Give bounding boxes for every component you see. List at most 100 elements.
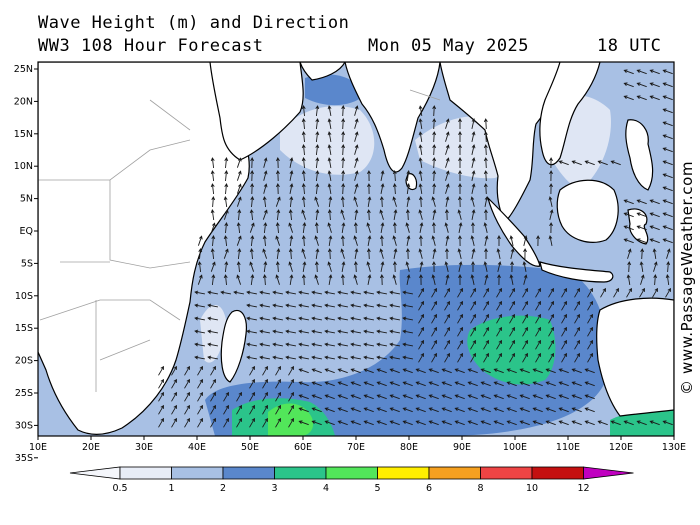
wave-arrow (184, 365, 190, 376)
wave-arrow (324, 303, 335, 308)
legend-bin (222, 466, 275, 480)
wave-arrow (402, 420, 413, 426)
wave-arrow (366, 261, 371, 272)
wave-arrow (324, 368, 335, 374)
wave-arrow (653, 261, 658, 272)
wave-arrow (549, 209, 554, 221)
wave-arrow (223, 417, 229, 428)
wave-arrow (653, 274, 658, 286)
wave-arrow (259, 329, 270, 334)
wave-arrow (236, 196, 242, 207)
wave-arrow (275, 261, 280, 273)
wave-arrow (224, 170, 229, 182)
wave-arrow (483, 118, 488, 130)
wave-arrow (194, 303, 205, 308)
wave-arrow (389, 303, 400, 308)
wave-arrow (353, 196, 358, 207)
wave-arrow (311, 368, 322, 374)
wave-arrow (665, 274, 670, 286)
wave-arrow (262, 248, 268, 259)
wave-arrow (445, 196, 450, 207)
wave-arrow (249, 261, 255, 272)
forecast-time: 18 UTC (597, 36, 662, 56)
wave-arrow (327, 261, 332, 272)
wave-arrow (315, 209, 320, 221)
wave-arrow (392, 183, 397, 195)
wave-arrow (236, 404, 242, 415)
wave-arrow (311, 381, 322, 387)
wave-arrow (549, 170, 553, 182)
wave-arrow (519, 381, 530, 387)
wave-arrow (561, 287, 567, 298)
wave-arrow (275, 222, 280, 234)
wave-arrow (354, 209, 359, 220)
wave-arrow (337, 290, 348, 295)
wave-arrow (198, 248, 203, 260)
wave-arrow (623, 238, 634, 244)
wave-arrow (662, 134, 673, 140)
wave-arrow (223, 235, 228, 247)
wave-arrow (158, 404, 164, 415)
wave-arrow (510, 248, 515, 260)
wave-arrow (405, 222, 410, 233)
wave-arrow (558, 394, 569, 400)
wave-arrow (458, 170, 462, 181)
wave-arrow (519, 394, 530, 400)
wave-arrow (406, 183, 411, 195)
wave-arrow (328, 235, 333, 246)
zone-2-3-arabian (305, 74, 365, 106)
wave-arrow (454, 381, 465, 387)
wave-arrow (380, 261, 385, 272)
wave-arrow (623, 82, 634, 88)
wave-arrow (587, 313, 593, 324)
wave-arrow (354, 105, 359, 116)
wave-arrow (584, 407, 595, 413)
zone-4-5-south (268, 403, 314, 436)
wave-arrow (418, 248, 423, 259)
wave-arrow (571, 394, 582, 400)
wave-arrow (470, 313, 476, 324)
wave-arrow (509, 300, 515, 311)
wave-arrow (366, 209, 371, 221)
wave-arrow (558, 368, 569, 374)
wave-arrow (197, 274, 203, 285)
wave-arrow (649, 238, 660, 244)
wave-arrow (246, 342, 257, 347)
forecast-date: Mon 05 May 2025 (368, 36, 530, 56)
wave-arrow (210, 261, 216, 272)
wave-arrow (535, 339, 541, 350)
wave-arrow (259, 303, 270, 308)
wave-arrow (405, 209, 410, 221)
wave-arrow (484, 196, 489, 207)
wave-arrow (483, 144, 488, 156)
wave-arrow (441, 420, 452, 426)
wave-arrow (379, 235, 384, 247)
wave-arrow (428, 394, 439, 400)
wave-arrow (376, 303, 387, 308)
wave-arrow (341, 222, 346, 233)
wave-arrow (626, 287, 632, 298)
wave-arrow (522, 300, 528, 311)
wave-arrow (445, 170, 450, 181)
wave-arrow (298, 342, 309, 347)
wave-arrow (324, 420, 335, 426)
wave-arrow (483, 300, 489, 311)
wave-arrow (354, 144, 359, 155)
wave-arrow (275, 196, 281, 207)
wave-arrow (315, 144, 320, 156)
wave-arrow (250, 235, 255, 247)
wave-arrow (471, 261, 475, 272)
wave-arrow (298, 303, 309, 308)
wave-arrow (298, 381, 309, 387)
wave-arrow (250, 274, 255, 286)
wave-arrow (441, 381, 452, 387)
wave-arrow (662, 186, 673, 192)
wave-arrow (376, 381, 387, 387)
wave-arrow (301, 131, 306, 143)
wave-arrow (662, 95, 673, 101)
wave-arrow (471, 157, 476, 168)
wave-arrow (535, 313, 541, 324)
wave-arrow (405, 261, 410, 272)
wave-arrow (623, 95, 634, 101)
wave-arrow (522, 287, 528, 298)
